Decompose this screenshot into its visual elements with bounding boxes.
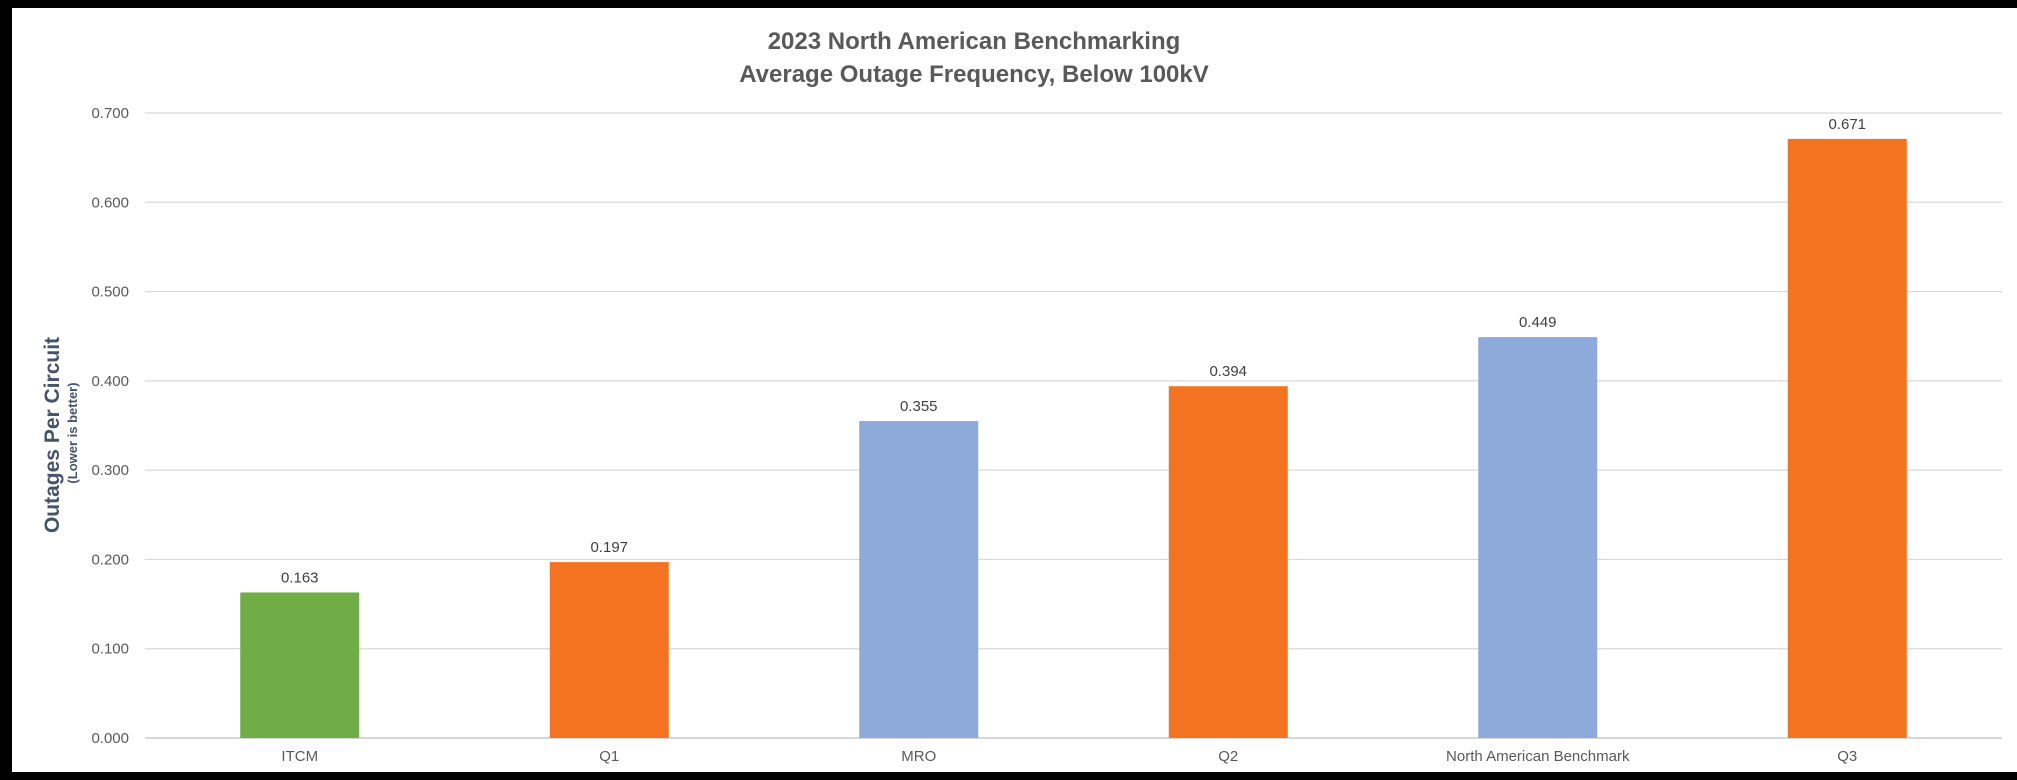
data-label: 0.449 — [1519, 314, 1557, 331]
chart-title-line-2: Average Outage Frequency, Below 100kV — [739, 61, 1209, 88]
x-tick-label: Q2 — [1218, 748, 1238, 765]
x-tick-label: Q1 — [599, 748, 619, 765]
bar-mro — [859, 421, 979, 738]
bars — [240, 138, 1907, 739]
y-tick-label: 0.400 — [91, 373, 129, 390]
data-label: 0.355 — [900, 398, 938, 415]
y-tick-label: 0.200 — [91, 551, 129, 568]
bar-q1 — [549, 562, 669, 738]
gridlines — [145, 112, 2002, 739]
x-tick-label: ITCM — [281, 748, 318, 765]
y-tick-label: 0.700 — [91, 105, 129, 122]
y-tick-label: 0.500 — [91, 284, 129, 301]
chart-title-line-1: 2023 North American Benchmarking — [768, 28, 1181, 55]
bar-q3 — [1787, 138, 1907, 739]
y-axis-ticks: 0.000 0.100 0.200 0.300 0.400 0.500 0.600 0.700 — [91, 105, 129, 747]
y-tick-label: 0.000 — [91, 730, 129, 747]
y-tick-label: 0.600 — [91, 194, 129, 211]
chart-title: 2023 North American Benchmarking Average… — [739, 28, 1209, 88]
bar-north-american-benchmark — [1478, 337, 1598, 738]
x-tick-label: MRO — [901, 748, 936, 765]
y-tick-label: 0.100 — [91, 641, 129, 658]
y-axis-sublabel: (Lower is better) — [65, 382, 80, 483]
data-label: 0.394 — [1209, 363, 1247, 380]
x-tick-label: Q3 — [1837, 748, 1857, 765]
y-tick-label: 0.300 — [91, 462, 129, 479]
y-axis-label: Outages Per Circuit — [41, 337, 64, 533]
bar-chart: 2023 North American Benchmarking Average… — [41, 28, 2002, 765]
x-axis-ticks: ITCM Q1 MRO Q2 North American Benchmark Q3 — [281, 748, 1857, 765]
data-label: 0.197 — [590, 539, 628, 556]
bar-q2 — [1168, 386, 1288, 738]
data-labels: 0.163 0.197 0.355 0.394 0.449 0.671 — [281, 116, 1866, 587]
x-tick-label: North American Benchmark — [1446, 748, 1630, 765]
data-label: 0.163 — [281, 569, 319, 586]
bar-itcm — [240, 592, 360, 738]
y-axis-title: Outages Per Circuit (Lower is better) — [41, 337, 80, 533]
data-label: 0.671 — [1828, 116, 1866, 133]
